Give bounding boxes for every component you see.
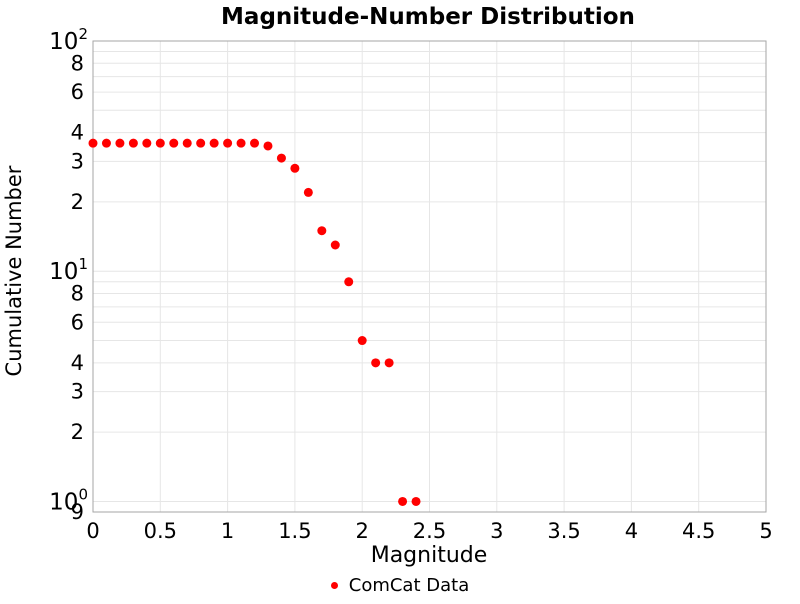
legend-label: ComCat Data <box>348 574 470 596</box>
data-point <box>357 336 367 346</box>
data-point <box>88 138 98 148</box>
data-point <box>101 138 111 148</box>
legend-marker-icon <box>330 581 338 589</box>
data-point <box>317 226 327 236</box>
data-point <box>276 153 286 163</box>
y-major-tick-label: 102 <box>49 25 88 55</box>
y-minor-tick-label: 2 <box>71 190 84 214</box>
data-point <box>250 138 260 148</box>
chart-title: Magnitude-Number Distribution <box>221 4 635 30</box>
x-tick-label: 5 <box>759 519 772 543</box>
data-point <box>384 358 394 368</box>
gridlines <box>93 41 766 512</box>
y-minor-tick-label: 8 <box>71 51 84 75</box>
data-series-comcat <box>88 138 421 506</box>
data-point <box>142 138 152 148</box>
plot-border <box>92 40 767 513</box>
x-tick-label: 4.5 <box>682 519 715 543</box>
data-point <box>303 187 313 197</box>
data-point <box>196 138 206 148</box>
y-minor-tick-label: 6 <box>71 310 84 334</box>
y-minor-tick-label: 6 <box>71 80 84 104</box>
y-axis-title: Cumulative Number <box>2 165 26 376</box>
data-point <box>263 141 273 151</box>
x-axis-tick-labels: 0 0.5 1 1.5 2 2.5 3 3.5 4 4.5 5 <box>86 519 772 543</box>
data-point <box>155 138 165 148</box>
x-tick-label: 1.5 <box>278 519 311 543</box>
data-point <box>169 138 179 148</box>
x-tick-label: 0.5 <box>144 519 177 543</box>
data-point <box>330 240 340 250</box>
x-tick-label: 4 <box>625 519 638 543</box>
x-tick-label: 1 <box>221 519 234 543</box>
data-point <box>411 496 421 506</box>
x-tick-label: 3.5 <box>547 519 580 543</box>
y-minor-tick-label: 8 <box>71 282 84 306</box>
y-minor-tick-label: 3 <box>71 380 84 404</box>
data-point <box>371 358 381 368</box>
data-point <box>344 277 354 287</box>
data-point <box>223 138 233 148</box>
legend: ComCat Data <box>0 573 800 597</box>
x-axis-title: Magnitude <box>371 543 488 568</box>
data-point <box>290 163 300 173</box>
x-tick-label: 2 <box>356 519 369 543</box>
y-minor-tick-label: 3 <box>71 149 84 173</box>
x-tick-label: 0 <box>86 519 99 543</box>
data-point <box>236 138 246 148</box>
data-point <box>182 138 192 148</box>
y-minor-tick-label: 2 <box>71 420 84 444</box>
x-tick-label: 3 <box>490 519 503 543</box>
y-minor-tick-label: 4 <box>71 351 84 375</box>
y-minor-tick-label: 4 <box>71 121 84 145</box>
data-point <box>209 138 219 148</box>
data-point <box>398 496 408 506</box>
y-major-tick-label: 100 <box>49 485 88 515</box>
data-point <box>128 138 138 148</box>
y-minor-tick-label: 9 <box>71 500 84 524</box>
y-major-tick-label: 101 <box>49 255 88 285</box>
x-tick-label: 2.5 <box>413 519 446 543</box>
y-axis-tick-labels: 102 101 100 8 6 4 3 2 8 6 4 3 2 9 <box>49 25 88 524</box>
data-point <box>115 138 125 148</box>
